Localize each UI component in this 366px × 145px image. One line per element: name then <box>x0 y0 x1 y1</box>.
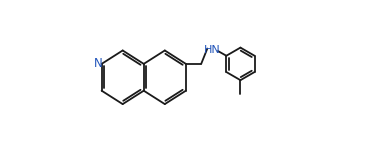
Text: HN: HN <box>204 45 221 55</box>
Text: N: N <box>94 57 102 70</box>
